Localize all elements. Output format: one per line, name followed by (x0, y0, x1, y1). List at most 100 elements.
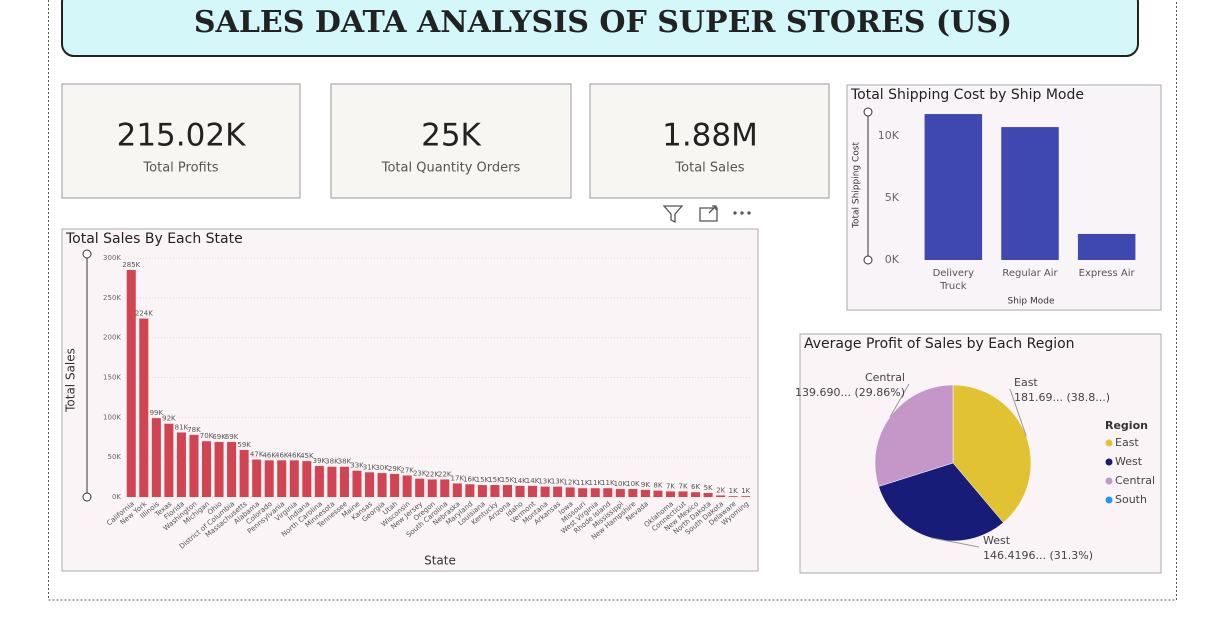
pie-slice (952, 384, 1032, 523)
bar (653, 490, 663, 497)
kpi-value: 1.88M (662, 118, 758, 154)
filter-icon[interactable] (662, 205, 684, 224)
bar (201, 441, 212, 497)
data-label: 16K (463, 475, 477, 483)
bar (716, 495, 726, 497)
title-banner (61, 0, 1139, 57)
bar (703, 493, 713, 497)
data-label: 15K (488, 476, 502, 484)
y-tick-label: 0K (112, 493, 121, 501)
legend-swatch (1105, 458, 1113, 466)
visual-header-icons[interactable] (662, 205, 751, 224)
kpi-label: Total Quantity Orders (381, 161, 521, 176)
bar (427, 479, 437, 497)
slice-label: East (1014, 376, 1038, 389)
zoom-handle[interactable] (863, 107, 873, 117)
data-label: 7K (679, 482, 688, 490)
bar (440, 479, 450, 497)
bar (1001, 127, 1059, 261)
data-label: 99K (150, 409, 164, 417)
bar (176, 432, 186, 497)
x-axis-title: State (424, 554, 456, 568)
data-label: 23K (413, 470, 427, 478)
y-tick-label: 250K (103, 294, 121, 302)
kpi-label: Total Profits (142, 161, 218, 176)
data-label: 22K (438, 470, 452, 478)
bar (352, 470, 362, 497)
legend-swatch (1105, 477, 1113, 485)
bar (640, 489, 650, 497)
chart-title: Total Shipping Cost by Ship Mode (850, 87, 1084, 103)
bar (490, 485, 500, 497)
data-label: 8K (653, 482, 662, 490)
data-label: 11K (576, 479, 590, 487)
bar (189, 434, 199, 497)
legend-label: West (1115, 455, 1143, 468)
focus-icon[interactable] (699, 205, 718, 222)
y-tick-label: 300K (103, 254, 121, 262)
bar (402, 475, 412, 497)
bar (239, 449, 249, 497)
bar (540, 486, 550, 497)
bar (390, 473, 400, 497)
bar (741, 496, 751, 497)
data-label: 10K (614, 480, 628, 488)
bar (126, 269, 136, 497)
more-icon[interactable] (747, 211, 751, 215)
data-label: 14K (513, 477, 527, 485)
data-label: 17K (451, 474, 465, 482)
more-icon[interactable] (733, 211, 737, 215)
data-label: 78K (187, 426, 201, 434)
leader-line (1009, 388, 1027, 437)
y-tick-label: 200K (103, 334, 121, 342)
bar (227, 442, 237, 497)
bar (728, 496, 738, 497)
x-tick-label: Regular Air (1002, 268, 1058, 279)
data-label: 11K (589, 479, 603, 487)
data-label: 15K (476, 476, 490, 484)
bar (164, 423, 174, 497)
data-label: 45K (300, 452, 314, 460)
bar (289, 460, 299, 497)
y-axis-title: Total Sales (64, 348, 78, 413)
zoom-handle[interactable] (863, 255, 873, 265)
bar (603, 488, 613, 497)
x-tick-label: Delivery Truck (932, 268, 975, 292)
bar (214, 442, 224, 497)
data-label: 15K (501, 476, 515, 484)
x-tick-label: Express Air (1078, 268, 1135, 279)
zoom-handle[interactable] (82, 249, 92, 259)
bar (628, 489, 638, 497)
legend-title: Region (1105, 419, 1148, 432)
bar (590, 488, 600, 497)
data-label: 2K (716, 486, 725, 494)
legend-label: East (1115, 436, 1139, 449)
bar (1077, 233, 1136, 260)
data-label: 46K (275, 451, 289, 459)
data-label: 14K (526, 477, 540, 485)
legend-swatch (1105, 439, 1113, 447)
data-label: 22K (425, 470, 439, 478)
y-tick-label: 50K (108, 453, 122, 461)
x-axis-title: Ship Mode (1007, 297, 1054, 307)
y-tick-label: 150K (103, 374, 121, 382)
dashboard-title: SALES DATA ANALYSIS OF SUPER STORES (US) (194, 5, 1012, 40)
data-label: 5K (704, 484, 713, 492)
chart-title: Average Profit of Sales by Each Region (804, 336, 1075, 352)
panel (61, 228, 759, 572)
bar (553, 486, 563, 497)
data-label: 1K (741, 487, 750, 495)
zoom-handle[interactable] (82, 492, 92, 502)
kpi-value: 25K (421, 118, 481, 154)
more-icon[interactable] (740, 211, 744, 215)
kpi-card (589, 83, 830, 199)
data-label: 59K (237, 441, 251, 449)
bar (151, 418, 161, 497)
data-label: 81K (175, 423, 189, 431)
kpi-card (330, 83, 572, 199)
data-label: 7K (666, 482, 675, 490)
data-label: 38K (338, 458, 352, 466)
y-tick-label: 0K (885, 253, 900, 266)
